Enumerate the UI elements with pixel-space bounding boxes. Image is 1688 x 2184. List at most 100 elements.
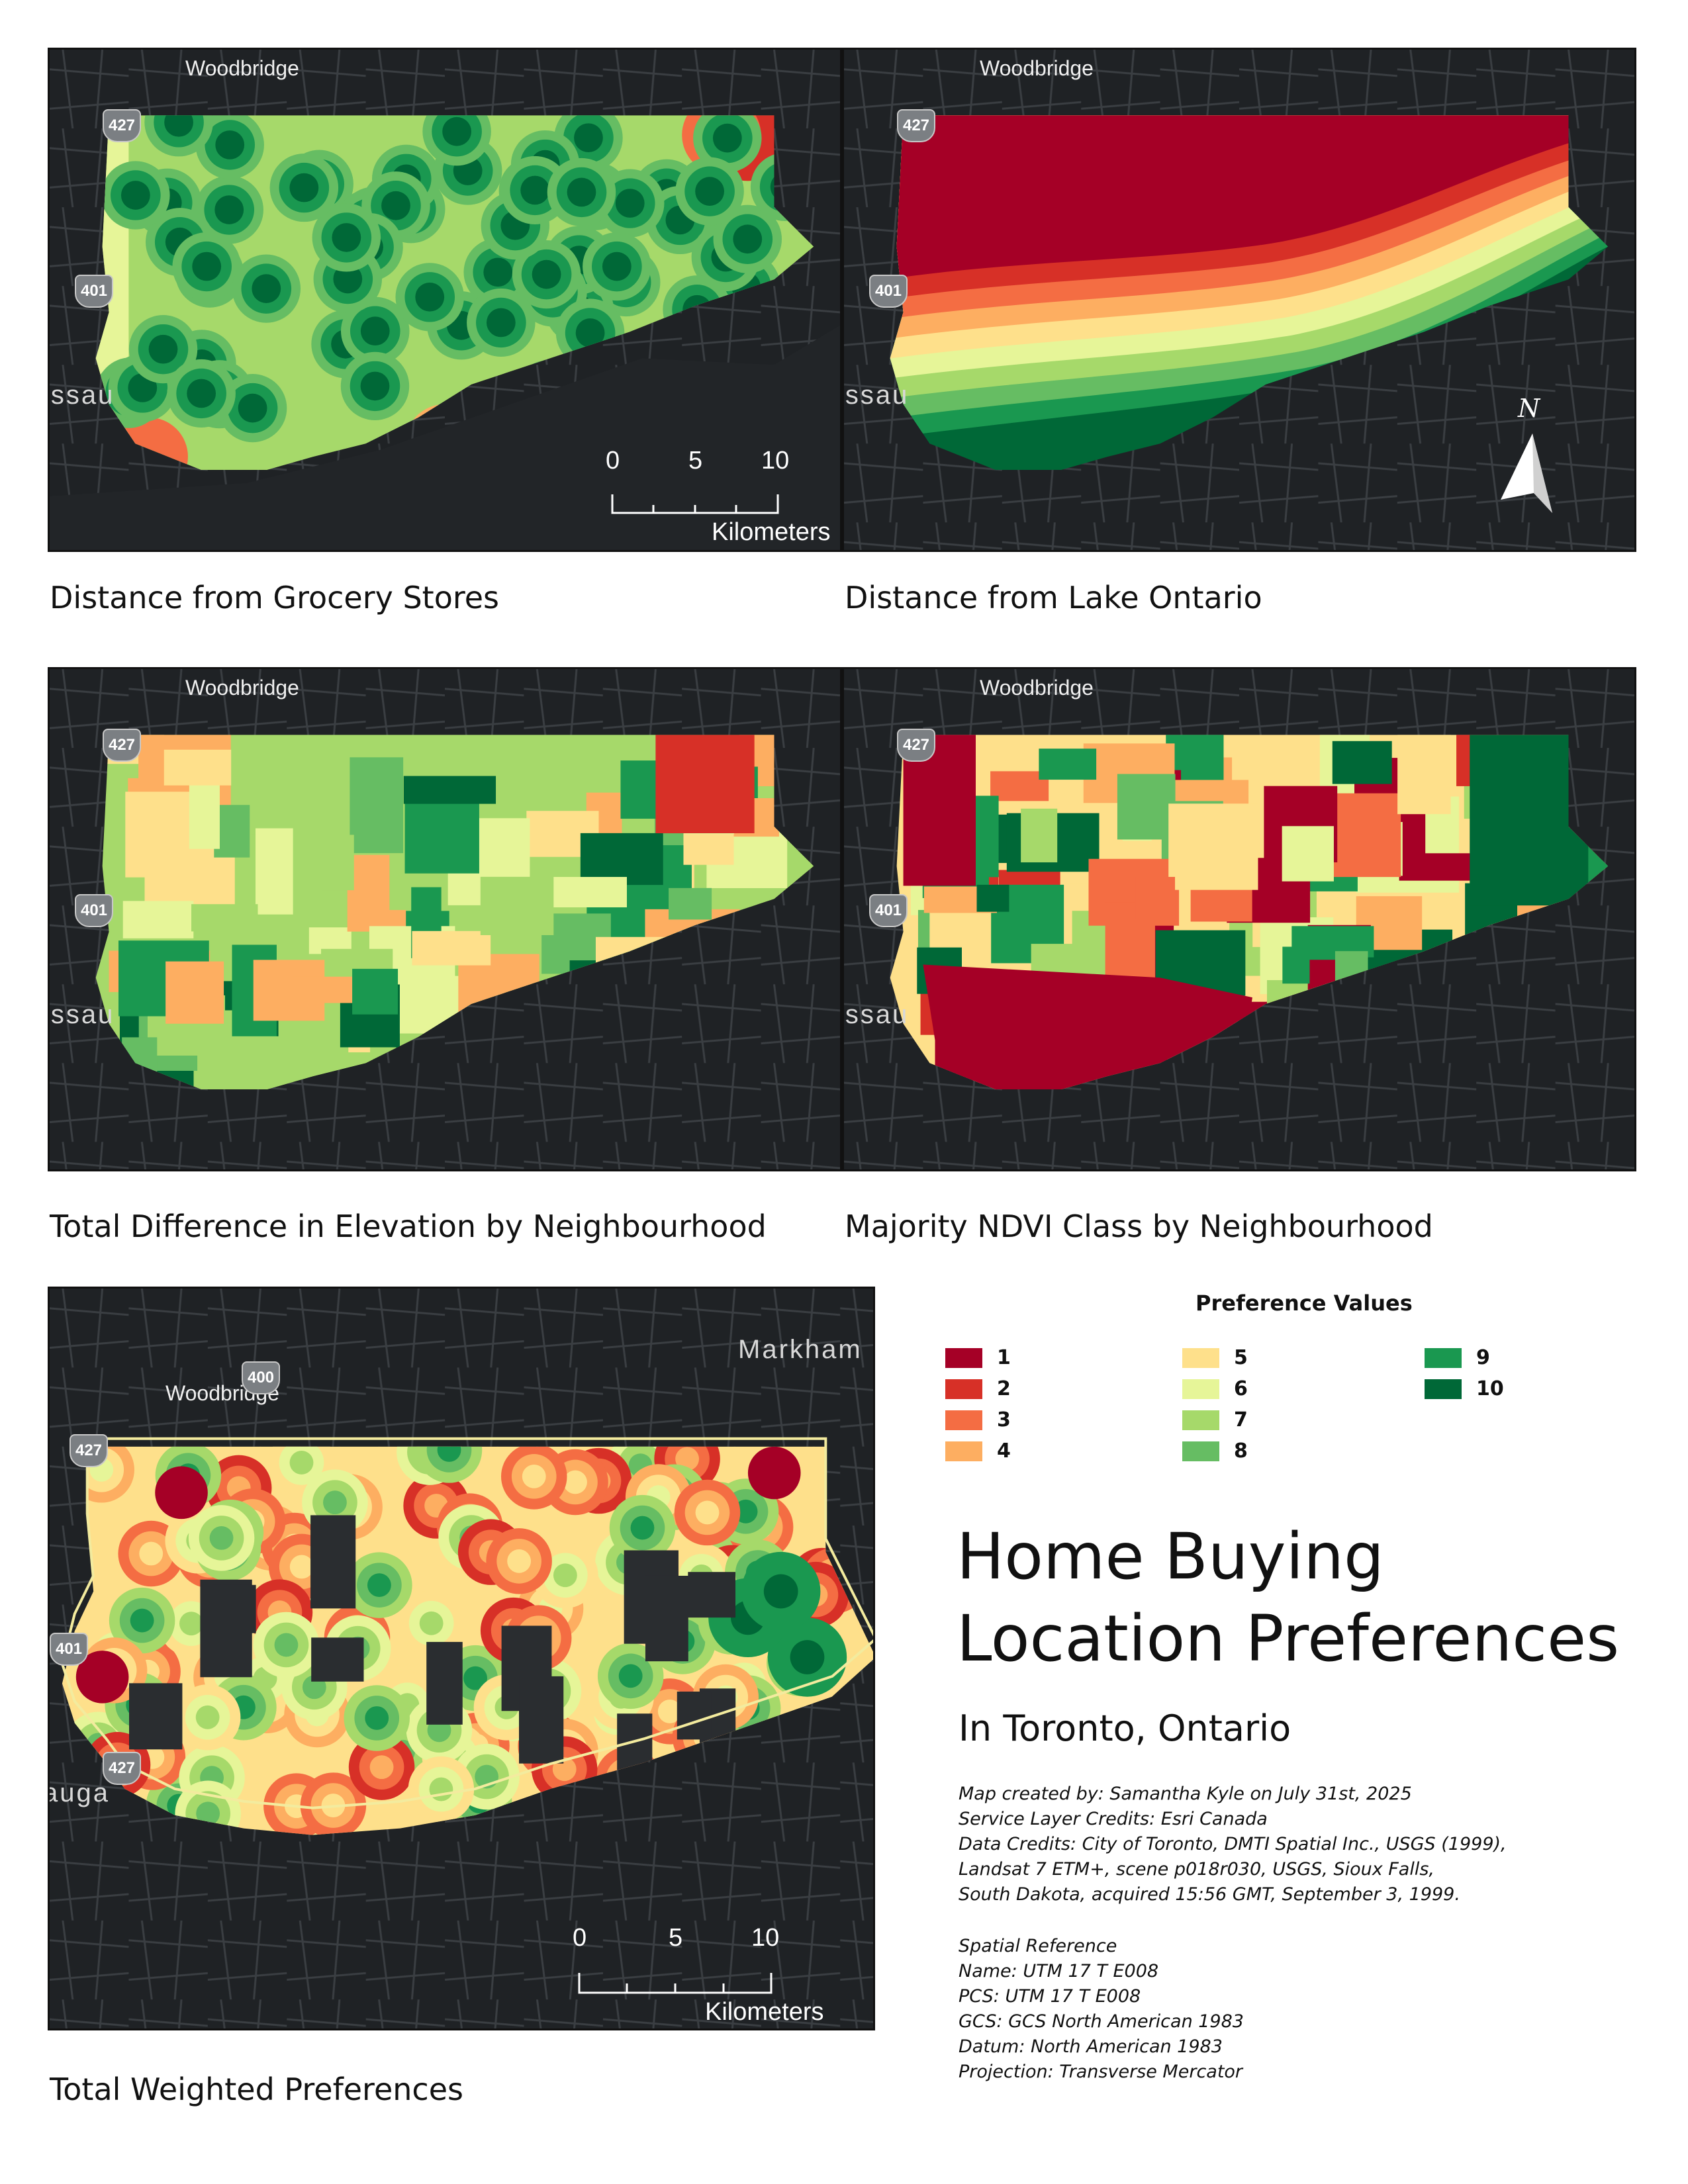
spatial-reference-block: Spatial Reference Name: UTM 17 T E008 PC… [959, 1934, 1244, 2085]
legend-label: 4 [997, 1439, 1011, 1463]
map-grocery-distance[interactable]: Woodbridge issau 427 401 0 5 10 Kilomete… [48, 48, 842, 552]
scale-bar: 0 5 10 Kilometers [573, 1924, 837, 2028]
place-label-woodbridge: Woodbridge [185, 56, 299, 80]
highway-shield-401: 401 [869, 275, 908, 308]
highway-shield-401: 401 [869, 894, 908, 927]
highway-shield-427: 427 [103, 729, 141, 762]
legend-item-9: 9 [1425, 1346, 1490, 1369]
legend-item-1: 1 [945, 1346, 1011, 1369]
place-label-partial: issau [842, 1000, 910, 1029]
legend-item-4: 4 [945, 1439, 1011, 1463]
legend-item-5: 5 [1182, 1346, 1248, 1369]
page-subtitle: In Toronto, Ontario [959, 1707, 1291, 1749]
credit-line: Service Layer Credits: Esri Canada [959, 1809, 1268, 1829]
scale-bar-line [611, 494, 779, 514]
caption-weighted: Total Weighted Preferences [50, 2071, 463, 2107]
highway-shield-401: 401 [75, 275, 113, 308]
scale-tick-5: 5 [669, 1924, 683, 1952]
caption-elevation: Total Difference in Elevation by Neighbo… [50, 1208, 767, 1244]
scale-tick-0: 0 [606, 447, 620, 475]
place-label-woodbridge: Woodbridge [980, 676, 1094, 700]
legend-swatch [1425, 1379, 1462, 1399]
legend-label: 3 [997, 1408, 1011, 1432]
north-arrow-icon [1501, 433, 1552, 513]
caption-ndvi: Majority NDVI Class by Neighbourhood [845, 1208, 1433, 1244]
scale-tick-0: 0 [573, 1924, 587, 1952]
north-arrow: N [1486, 394, 1566, 526]
map-lake-distance[interactable]: Woodbridge issau 427 401 N [842, 48, 1636, 552]
map-elevation-difference[interactable]: Woodbridge issau 427 401 [48, 667, 842, 1171]
title-line-1: Home Buying [957, 1520, 1384, 1594]
legend-swatch [945, 1441, 982, 1461]
legend-label: 8 [1234, 1439, 1248, 1463]
title-line-2: Location Preferences [957, 1602, 1620, 1676]
legend-label: 7 [1234, 1408, 1248, 1432]
scale-tick-10: 10 [751, 1924, 780, 1952]
legend-item-8: 8 [1182, 1439, 1248, 1463]
legend-item-6: 6 [1182, 1377, 1248, 1400]
legend-swatch [1182, 1410, 1219, 1430]
map-weighted-preferences[interactable]: Woodbridge Markham auga 427 400 401 427 … [48, 1287, 875, 2030]
highway-shield-427: 427 [897, 109, 935, 142]
page-title: Home Buying Location Preferences [957, 1516, 1619, 1680]
map-grocery-canvas [50, 50, 840, 550]
highway-shield-427: 427 [103, 109, 141, 142]
place-label-markham: Markham [738, 1335, 863, 1364]
map-elevation-canvas [50, 669, 840, 1169]
legend-label: 2 [997, 1377, 1011, 1400]
highway-shield-400: 400 [242, 1361, 280, 1394]
highway-shield-427: 427 [70, 1434, 108, 1467]
place-label-partial: issau [842, 381, 910, 410]
place-label-woodbridge: Woodbridge [980, 56, 1094, 80]
legend-label: 5 [1234, 1346, 1248, 1369]
spatial-ref-line: Name: UTM 17 T E008 [959, 1961, 1159, 1981]
credit-line: Data Credits: City of Toronto, DMTI Spat… [959, 1834, 1507, 1854]
north-arrow-label: N [1518, 394, 1540, 423]
caption-grocery: Distance from Grocery Stores [50, 580, 500, 615]
legend-item-10: 10 [1425, 1377, 1504, 1400]
legend-label: 1 [997, 1346, 1011, 1369]
legend-item-7: 7 [1182, 1408, 1248, 1432]
legend-label: 6 [1234, 1377, 1248, 1400]
spatial-ref-line: Datum: North American 1983 [959, 2036, 1223, 2057]
credit-line: South Dakota, acquired 15:56 GMT, Septem… [959, 1884, 1460, 1905]
spatial-ref-line: Projection: Transverse Mercator [959, 2062, 1243, 2082]
legend-swatch [945, 1379, 982, 1399]
legend-item-2: 2 [945, 1377, 1011, 1400]
legend-swatch [1182, 1379, 1219, 1399]
map-lake-canvas [844, 50, 1634, 550]
map-weighted-canvas [50, 1289, 873, 2028]
legend-swatch [1425, 1347, 1462, 1368]
place-label-partial: issau [48, 381, 115, 410]
legend-label: 10 [1476, 1377, 1504, 1400]
legend-title: Preference Values [1196, 1291, 1413, 1316]
legend-swatch [945, 1410, 982, 1430]
scale-bar-line [578, 1973, 773, 1994]
legend-item-3: 3 [945, 1408, 1011, 1432]
credit-line: Landsat 7 ETM+, scene p018r030, USGS, Si… [959, 1859, 1435, 1880]
map-ndvi-class[interactable]: Woodbridge issau 427 401 [842, 667, 1636, 1171]
scale-bar: 0 5 10 Kilometers [606, 447, 831, 546]
legend-label: 9 [1476, 1346, 1490, 1369]
legend-swatch [1182, 1441, 1219, 1461]
scale-tick-5: 5 [688, 447, 703, 475]
place-label-partial: issau [48, 1000, 115, 1029]
place-label-woodbridge: Woodbridge [185, 676, 299, 700]
highway-shield-427b: 427 [103, 1752, 141, 1785]
highway-shield-401: 401 [50, 1633, 88, 1666]
scale-unit: Kilometers [712, 518, 831, 546]
spatial-ref-line: PCS: UTM 17 T E008 [959, 1986, 1141, 2007]
scale-unit: Kilometers [705, 1998, 824, 2026]
legend-swatch [1182, 1347, 1219, 1368]
credit-line: Map created by: Samantha Kyle on July 31… [959, 1784, 1412, 1804]
place-label-partial: auga [48, 1778, 110, 1807]
scale-tick-10: 10 [761, 447, 790, 475]
highway-shield-401: 401 [75, 894, 113, 927]
spatial-ref-line: Spatial Reference [959, 1936, 1117, 1956]
highway-shield-427: 427 [897, 729, 935, 762]
caption-lake: Distance from Lake Ontario [845, 580, 1262, 615]
legend-swatch [945, 1347, 982, 1368]
spatial-ref-line: GCS: GCS North American 1983 [959, 2011, 1244, 2032]
map-ndvi-canvas [844, 669, 1634, 1169]
credits-block: Map created by: Samantha Kyle on July 31… [959, 1782, 1507, 1907]
